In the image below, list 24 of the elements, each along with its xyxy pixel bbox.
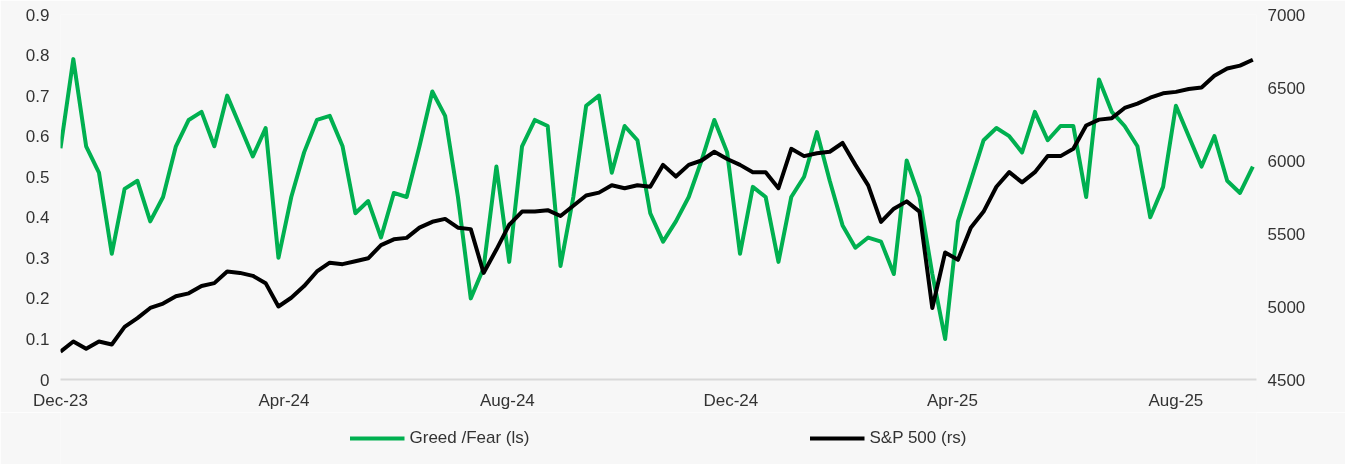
x-tick-label: Apr-25 [926, 390, 978, 410]
x-tick-label: Apr-24 [258, 390, 310, 410]
y2-tick-label: 6500 [1267, 78, 1306, 98]
y-tick-label: 0.8 [25, 46, 50, 66]
x-tick-label: Dec-23 [33, 390, 88, 410]
y-tick-label: 0.1 [25, 329, 50, 349]
y-tick-label: 0.5 [25, 167, 50, 187]
x-tick-label: Dec-24 [703, 390, 759, 410]
y-tick-label: 0.7 [25, 86, 50, 106]
y2-tick-label: 5000 [1267, 297, 1306, 317]
legend-label: Greed /Fear (ls) [409, 428, 530, 448]
y2-tick-label: 4500 [1267, 370, 1306, 390]
y-tick-label: 0.2 [25, 289, 50, 309]
y-tick-label: 0.4 [25, 208, 50, 228]
y-tick-label: 0.6 [25, 127, 50, 147]
y-tick-label: 0.3 [25, 248, 50, 268]
y2-tick-label: 5500 [1267, 224, 1306, 244]
x-tick-label: Aug-24 [479, 390, 535, 410]
y-tick-label: 0.9 [25, 5, 50, 25]
y-tick-label: 0 [40, 370, 50, 390]
y2-tick-label: 6000 [1267, 151, 1306, 171]
y2-tick-label: 7000 [1267, 5, 1306, 25]
legend-label: S&P 500 (rs) [869, 428, 967, 448]
x-tick-label: Aug-25 [1148, 390, 1204, 410]
